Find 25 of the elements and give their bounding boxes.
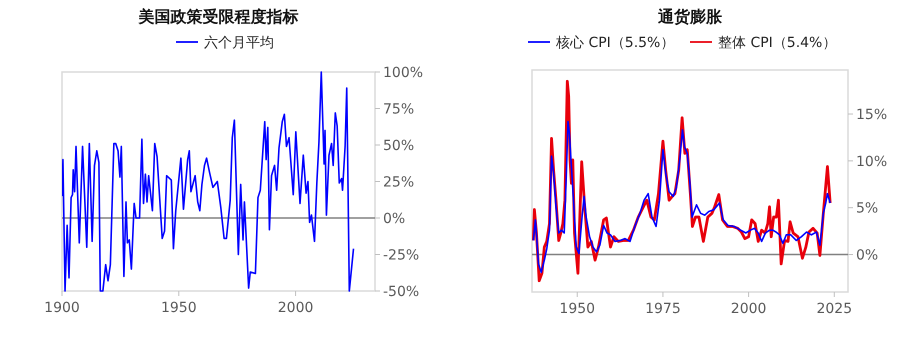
legend-label: 整体 CPI（5.4%） — [718, 35, 836, 51]
y-tick-label: 50% — [383, 138, 414, 154]
y-tick-label: 5% — [856, 200, 878, 217]
x-tick-label: 2025 — [816, 301, 852, 317]
y-tick-label: 0% — [856, 248, 878, 264]
line-series — [62, 71, 354, 292]
line-series — [532, 120, 831, 274]
y-tick-label: 0% — [383, 211, 406, 227]
x-tick-label: 2000 — [278, 300, 314, 316]
x-tick-label: 1900 — [44, 300, 80, 316]
y-tick-label: -25% — [383, 248, 420, 264]
y-tick-label: 100% — [383, 65, 424, 81]
legend-label: 核心 CPI（5.5%） — [555, 35, 674, 51]
x-tick-label: 2000 — [730, 301, 766, 317]
chart-title: 美国政策受限程度指标 — [138, 7, 298, 26]
y-tick-label: -50% — [383, 284, 420, 300]
legend-label: 六个月平均 — [204, 35, 274, 51]
y-tick-label: 15% — [856, 107, 888, 124]
chart-title: 通货膨胀 — [657, 7, 723, 26]
y-tick-label: 75% — [383, 102, 414, 118]
y-tick-label: 10% — [856, 154, 888, 170]
x-tick-label: 1975 — [645, 301, 681, 317]
x-tick-label: 1950 — [559, 301, 596, 317]
y-tick-label: 25% — [383, 174, 414, 190]
x-tick-label: 1950 — [160, 300, 197, 316]
